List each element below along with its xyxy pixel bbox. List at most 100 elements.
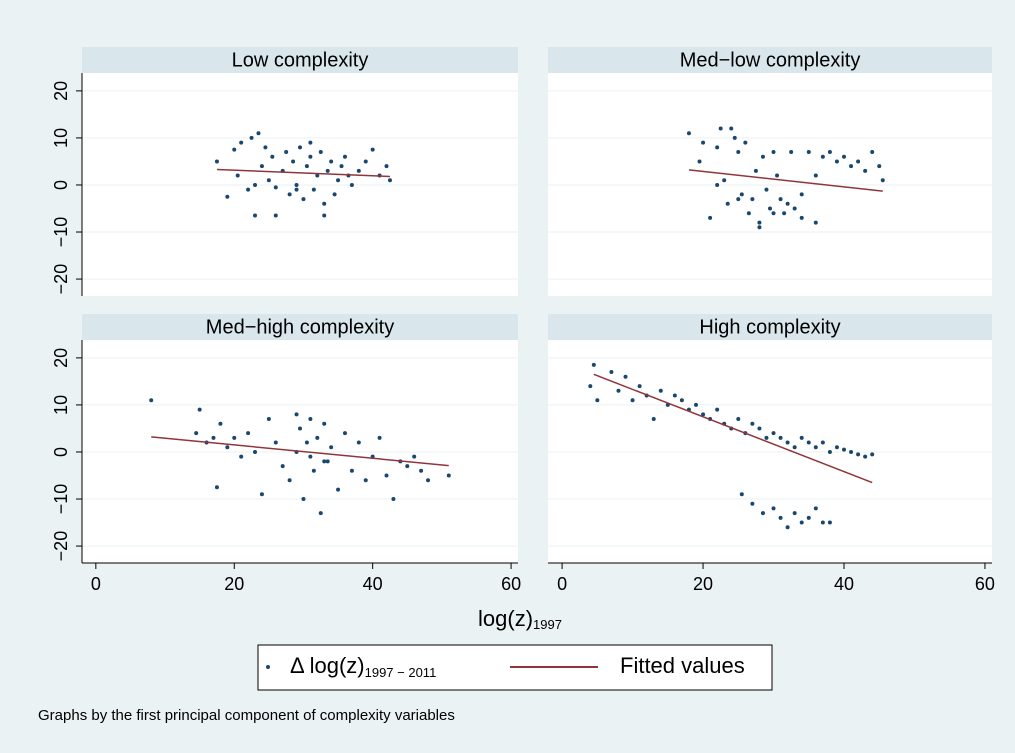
point [757, 225, 762, 230]
point [322, 421, 327, 426]
point [806, 515, 811, 520]
point [356, 168, 361, 173]
point [232, 147, 237, 152]
point [792, 511, 797, 516]
point [757, 426, 762, 431]
point [273, 213, 278, 218]
panel-title: Med−low complexity [680, 49, 861, 71]
point [722, 178, 727, 183]
point [315, 173, 320, 178]
point [419, 468, 424, 473]
x-tick-label: 40 [363, 574, 383, 594]
point [778, 435, 783, 440]
point [799, 215, 804, 220]
point [827, 449, 832, 454]
point [736, 197, 741, 202]
fitted-line [593, 373, 873, 484]
point [291, 159, 296, 164]
point [225, 445, 230, 450]
panel-title: High complexity [699, 316, 840, 338]
point [273, 440, 278, 445]
point [149, 398, 154, 403]
point [782, 211, 787, 216]
point [246, 431, 251, 436]
point [339, 164, 344, 169]
point [273, 185, 278, 190]
point [218, 421, 223, 426]
point [732, 135, 737, 140]
y-tick-label: −20 [51, 531, 71, 562]
point [746, 211, 751, 216]
point [280, 464, 285, 469]
point [609, 369, 614, 374]
point [771, 506, 776, 511]
point [750, 197, 755, 202]
point [820, 440, 825, 445]
point [287, 192, 292, 197]
point [349, 182, 354, 187]
point [658, 388, 663, 393]
point [775, 173, 780, 178]
point [771, 211, 776, 216]
point [336, 178, 341, 183]
point [729, 126, 734, 131]
point [232, 435, 237, 440]
point [298, 426, 302, 431]
point [214, 159, 219, 164]
point [318, 511, 323, 516]
point [356, 440, 361, 445]
point [239, 140, 244, 145]
point [708, 215, 713, 220]
point [701, 140, 706, 145]
point [322, 459, 327, 464]
point [877, 164, 882, 169]
legend-marker [266, 665, 270, 669]
panel-header [82, 47, 518, 73]
panel-title: Med−high complexity [206, 316, 394, 338]
point [214, 485, 219, 490]
point [870, 452, 875, 457]
point [332, 192, 337, 197]
point [880, 178, 885, 183]
point [294, 412, 299, 417]
point [322, 213, 327, 218]
point [623, 374, 628, 379]
y-tick-label: 10 [51, 128, 71, 148]
point [304, 164, 309, 169]
point [194, 431, 199, 436]
point [336, 487, 341, 492]
point [294, 182, 299, 187]
panel-header [82, 314, 518, 340]
point [329, 159, 334, 164]
point [259, 164, 264, 169]
y-tick-label: −10 [51, 217, 71, 248]
point [253, 213, 258, 218]
point [266, 178, 271, 183]
point [785, 201, 790, 206]
point [736, 150, 741, 155]
point [834, 445, 839, 450]
x-tick-label: 0 [91, 574, 101, 594]
point [694, 402, 698, 407]
point [308, 417, 313, 422]
point [329, 445, 334, 450]
point [771, 150, 776, 155]
point [757, 220, 762, 225]
point [349, 468, 354, 473]
point [863, 168, 868, 173]
point [856, 159, 861, 164]
point [363, 159, 368, 164]
fitted-line [688, 169, 883, 192]
point [725, 201, 730, 206]
point [806, 150, 811, 155]
point [325, 459, 330, 464]
point [363, 478, 368, 483]
point [287, 478, 292, 483]
point [384, 473, 389, 478]
point [771, 431, 776, 436]
point [342, 154, 347, 159]
point [246, 187, 251, 192]
x-tick-label: 60 [975, 574, 995, 594]
point [820, 520, 825, 525]
